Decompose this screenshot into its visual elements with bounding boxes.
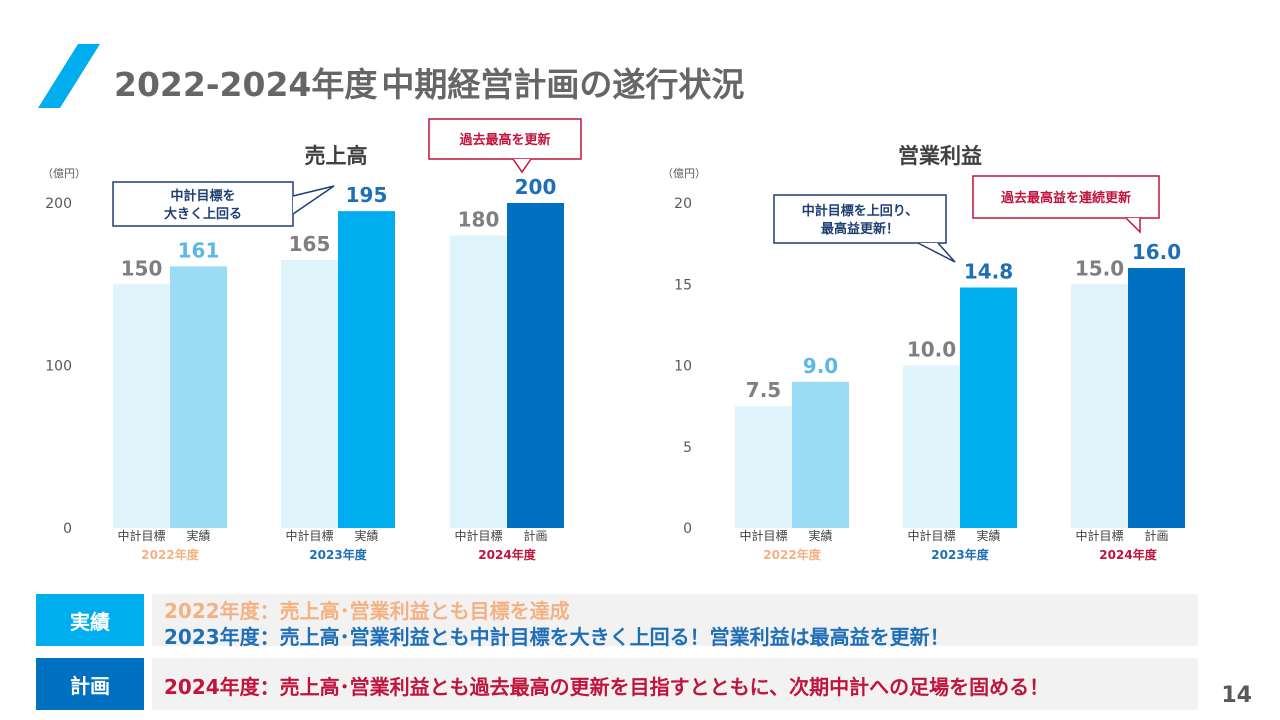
callout-text: 過去最高を更新	[458, 132, 550, 148]
data-label: 7.5	[746, 378, 781, 402]
callout: 過去最高を更新	[428, 118, 582, 174]
bar	[1128, 268, 1185, 528]
page-title: 2022-2024年度 中期経営計画の遂行状況	[114, 58, 744, 106]
bar	[338, 211, 395, 528]
callout-text: 大きく上回る	[164, 206, 242, 222]
x-tick-label: 中計目標	[907, 528, 955, 543]
y-tick-label: 0	[63, 521, 72, 537]
data-label: 195	[346, 183, 388, 207]
callout-box	[428, 118, 582, 160]
plan-panel: 2024年度：売上高･営業利益とも過去最高の更新を目指すとともに、次期中計への足…	[152, 658, 1198, 710]
x-tick-label: 中計目標	[117, 528, 165, 543]
callout-tail	[1125, 217, 1141, 234]
callout-box	[972, 175, 1160, 219]
data-label: 15.0	[1075, 256, 1124, 280]
x-tick-label: 実績	[808, 528, 832, 543]
y-tick-label: 10	[674, 359, 692, 375]
bar	[792, 381, 849, 528]
bar	[960, 287, 1017, 528]
callout-tail	[917, 242, 956, 263]
actual-line-2022: 2022年度：売上高･営業利益とも目標を達成	[164, 599, 570, 623]
data-label: 161	[178, 238, 220, 262]
bar	[903, 365, 960, 528]
page-title-text: 中期経営計画の遂行状況	[381, 65, 745, 104]
y-tick-label: 20	[674, 196, 692, 212]
y-tick-label: 5	[683, 440, 692, 456]
callout-box	[112, 181, 294, 227]
plan-line-2024: 2024年度：売上高･営業利益とも過去最高の更新を目指すとともに、次期中計への足…	[164, 675, 1050, 699]
x-tick-label: 中計目標	[739, 528, 787, 543]
actual-tag: 実績	[36, 594, 144, 646]
data-label: 9.0	[803, 354, 838, 378]
page-number: 14	[1221, 683, 1252, 708]
bar	[170, 266, 227, 528]
callout-text: 中計目標を	[170, 188, 235, 204]
chart-title: 売上高	[305, 144, 368, 168]
chart-title: 営業利益	[898, 144, 982, 168]
actual-line-2023: 2023年度：売上高･営業利益とも中計目標を大きく上回る！営業利益は最高益を更新…	[164, 625, 950, 649]
x-tick-label: 計画	[1144, 528, 1168, 543]
callout: 過去最高益を連続更新	[972, 175, 1160, 234]
plan-tag: 計画	[36, 658, 144, 710]
data-label: 150	[121, 256, 163, 280]
x-tick-label: 中計目標	[454, 528, 502, 543]
callout-text: 過去最高益を連続更新	[1000, 190, 1131, 206]
unit-label: （億円）	[662, 167, 706, 180]
data-label: 200	[515, 175, 557, 199]
data-label: 180	[458, 208, 500, 232]
bar	[735, 406, 792, 528]
data-label: 10.0	[907, 338, 956, 362]
callout-text: 最高益更新！	[821, 221, 899, 237]
data-label: 14.8	[964, 260, 1013, 284]
actual-panel: 2022年度：売上高･営業利益とも目標を達成 2023年度：売上高･営業利益とも…	[152, 594, 1198, 649]
year-label: 2022年度	[141, 547, 199, 562]
charts-canvas: 売上高（億円）0100200150中計目標161実績2022年度165中計目標1…	[42, 118, 1185, 562]
unit-label: （億円）	[42, 167, 86, 180]
x-tick-label: 中計目標	[1075, 528, 1123, 543]
bar	[113, 284, 170, 528]
year-label: 2023年度	[931, 547, 989, 562]
callout: 中計目標を大きく上回る	[112, 181, 335, 227]
y-tick-label: 200	[45, 196, 72, 212]
title-accent-icon	[38, 44, 100, 108]
data-label: 165	[289, 232, 331, 256]
callout-tail	[512, 158, 532, 174]
bar	[450, 235, 507, 528]
y-tick-label: 15	[674, 277, 692, 293]
callout-tail	[292, 185, 335, 215]
x-tick-label: 実績	[976, 528, 1000, 543]
y-tick-label: 0	[683, 521, 692, 537]
bar	[281, 259, 338, 528]
callout: 中計目標を上回り、最高益更新！	[773, 194, 956, 263]
operating-profit-chart: 営業利益 （億円） 0 5 10 15 20 7.5 中計目標 9.0 実績 2022年度 10.0 中計…	[662, 144, 1185, 562]
sales-chart: 売上高 （億円） 0 100 200 150 中計目標 161 実績 2022年度 165 中計目標 1…	[42, 118, 582, 562]
data-label: 16.0	[1132, 240, 1181, 264]
x-tick-label: 計画	[523, 528, 547, 543]
callout-text: 中計目標を上回り、	[802, 203, 918, 219]
x-tick-label: 実績	[186, 528, 210, 543]
page-title-years: 2022-2024年度	[114, 65, 378, 104]
year-label: 2024年度	[478, 547, 536, 562]
bar	[1071, 284, 1128, 528]
x-tick-label: 実績	[354, 528, 378, 543]
year-label: 2022年度	[763, 547, 821, 562]
y-tick-label: 100	[45, 359, 72, 375]
x-tick-label: 中計目標	[285, 528, 333, 543]
bar	[507, 203, 564, 528]
year-label: 2023年度	[309, 547, 367, 562]
callout-box	[773, 194, 947, 244]
year-label: 2024年度	[1099, 547, 1157, 562]
